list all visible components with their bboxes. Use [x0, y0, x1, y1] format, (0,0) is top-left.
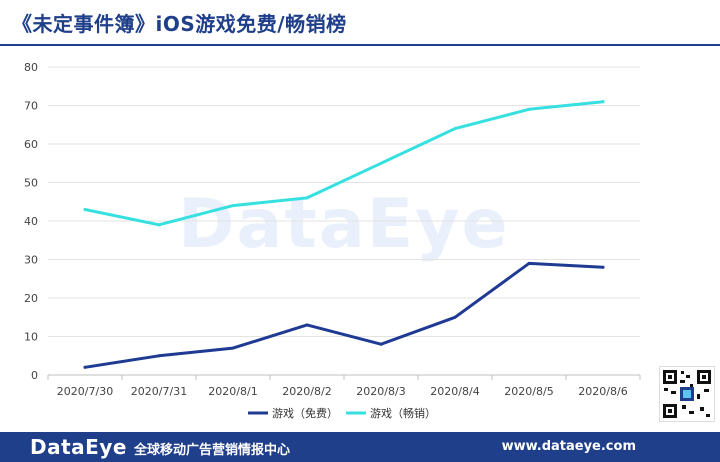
data-point-series-2: [601, 100, 605, 104]
legend-label-2: 游戏（畅销）: [370, 406, 436, 420]
data-point-series-1: [379, 342, 383, 346]
y-tick-label: 70: [24, 100, 38, 113]
header: 《未定事件簿》iOS游戏免费/畅销榜: [0, 0, 720, 46]
data-point-series-2: [453, 127, 457, 131]
series-line-2: [83, 100, 605, 227]
x-tick-label: 2020/7/30: [57, 385, 113, 398]
line-chart: 0 10 20 30 40 50 60 70 80 2020/7/30 2020/7/31 2020/…: [24, 61, 641, 420]
y-tick-label: 50: [24, 177, 38, 190]
data-point-series-2: [527, 107, 531, 111]
x-tick-label: 2020/8/4: [430, 385, 479, 398]
footer-bar: DataEye 全球移动广告营销情报中心 www.dataeye.com: [0, 432, 720, 462]
y-tick-label: 40: [24, 215, 38, 228]
y-tick-label: 10: [24, 331, 38, 344]
chart-title: 《未定事件簿》iOS游戏免费/畅销榜: [12, 12, 347, 36]
watermark: DataEye: [178, 185, 510, 264]
data-point-series-2: [305, 196, 309, 200]
x-tick-label: 2020/8/5: [504, 385, 553, 398]
footer-url: www.dataeye.com: [501, 439, 636, 454]
y-tick-label: 80: [24, 61, 38, 74]
x-tick-label: 2020/8/2: [282, 385, 331, 398]
data-point-series-1: [231, 346, 235, 350]
x-tick-label: 2020/8/1: [208, 385, 257, 398]
data-point-series-2: [83, 207, 87, 211]
x-tick-label: 2020/8/3: [356, 385, 405, 398]
y-tick-label: 30: [24, 254, 38, 267]
data-point-series-2: [231, 204, 235, 208]
data-point-series-1: [601, 265, 605, 269]
data-point-series-1: [157, 354, 161, 358]
legend-label-1: 游戏（免费）: [272, 406, 338, 420]
y-tick-label: 60: [24, 138, 38, 151]
footer-slogan: 全球移动广告营销情报中心: [134, 443, 291, 458]
data-point-series-2: [379, 161, 383, 165]
footer-brand-logo: DataEye: [30, 435, 127, 459]
data-point-series-1: [453, 315, 457, 319]
data-point-series-1: [83, 365, 87, 369]
x-tick-label: 2020/8/6: [578, 385, 627, 398]
data-point-series-1: [527, 261, 531, 265]
data-point-series-1: [305, 323, 309, 327]
y-tick-label: 20: [24, 292, 38, 305]
data-point-series-2: [157, 223, 161, 227]
x-tick-label: 2020/7/31: [131, 385, 187, 398]
series-line-1: [83, 261, 605, 369]
y-tick-label: 0: [31, 369, 38, 382]
qr-code: [659, 366, 715, 422]
